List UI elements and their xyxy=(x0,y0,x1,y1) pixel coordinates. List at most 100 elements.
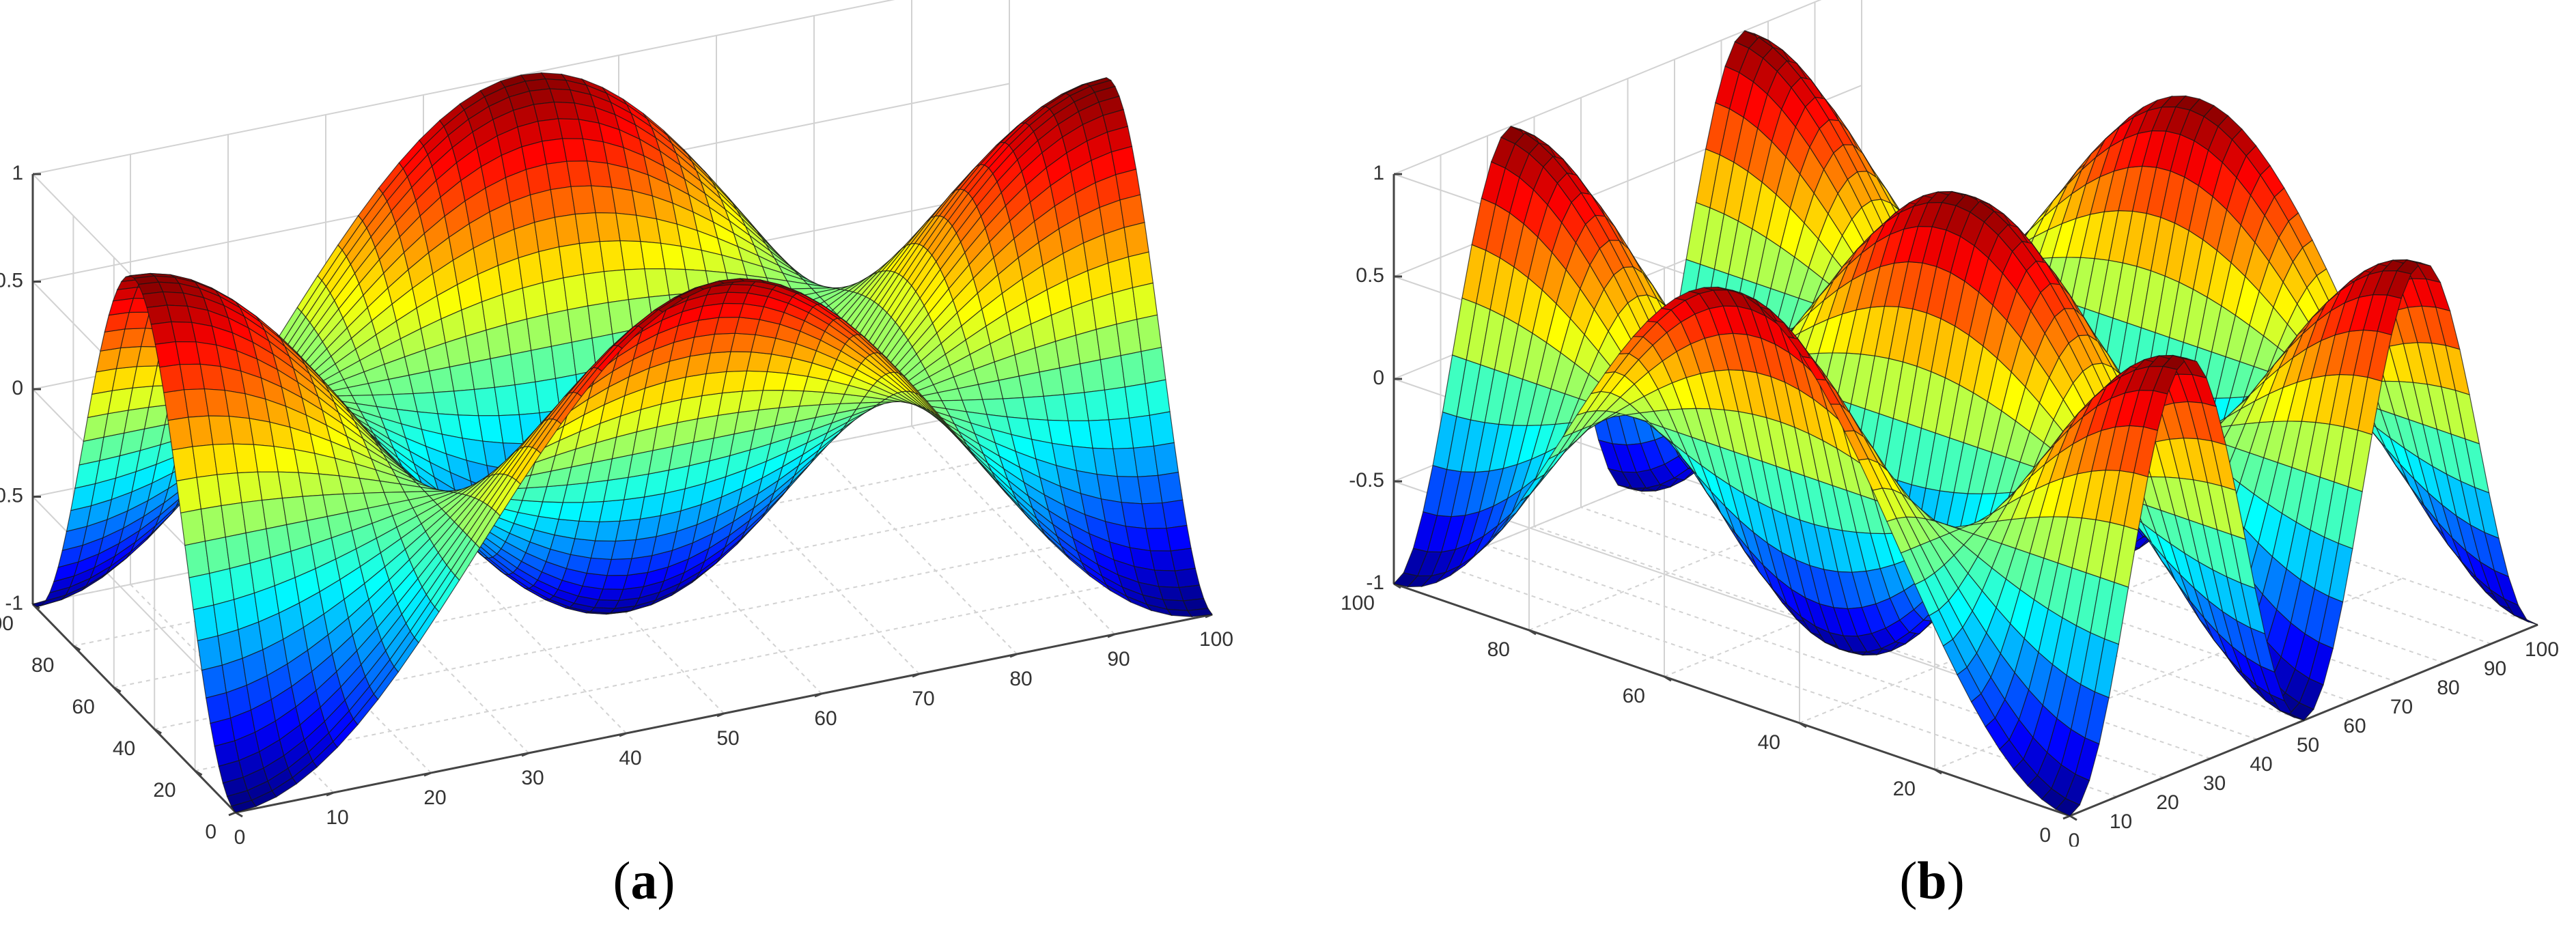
caption-b-label: b xyxy=(1917,851,1947,910)
y-tick-mark xyxy=(1799,722,1807,728)
y-tick-mark xyxy=(113,686,122,693)
surface-patch xyxy=(1132,282,1158,320)
y-tick-mark xyxy=(1664,675,1672,682)
x-tick-label: 100 xyxy=(1199,628,1233,651)
surface-patch xyxy=(1140,347,1166,384)
y-tick-label: 20 xyxy=(153,779,176,802)
surface-patch xyxy=(1186,608,1214,617)
y-axis-line xyxy=(31,603,237,814)
x-tick-mark xyxy=(619,732,627,737)
surface-chart-a: 010203040506070809010002040608010010.50-… xyxy=(0,0,1233,847)
x-tick-label: 90 xyxy=(2484,657,2506,680)
x-tick-mark xyxy=(2483,642,2492,648)
x-tick-mark xyxy=(228,811,236,817)
surface-patch xyxy=(1174,567,1201,589)
y-tick-mark xyxy=(1528,629,1537,636)
x-tick-mark xyxy=(716,712,725,718)
x-tick-label: 30 xyxy=(521,767,544,789)
y-tick-mark xyxy=(2069,815,2077,821)
caption-a-label: a xyxy=(630,851,658,910)
x-tick-label: 0 xyxy=(2069,830,2080,847)
caption-a: (a) xyxy=(0,850,1288,911)
y-tick-label: 60 xyxy=(72,696,94,718)
y-tick-mark xyxy=(72,645,81,651)
surface-patch xyxy=(1119,194,1145,228)
x-tick-mark xyxy=(814,692,822,698)
surface-patch xyxy=(1162,499,1188,529)
y-tick-label: 80 xyxy=(1487,638,1510,661)
tick-labels-1: 010203040506070809010002040608010010.50-… xyxy=(1341,162,2559,847)
surface-patch xyxy=(1128,251,1154,289)
y-tick-label: 100 xyxy=(1341,592,1375,614)
x-tick-mark xyxy=(2296,719,2305,724)
x-tick-mark xyxy=(2156,776,2164,782)
x-tick-mark xyxy=(2437,662,2445,667)
y-tick-label: 60 xyxy=(1623,685,1645,707)
y-tick-label: 0 xyxy=(2039,824,2051,847)
z-tick-label: -1 xyxy=(5,592,23,614)
y-tick-label: 20 xyxy=(1893,778,1916,800)
y-tick-mark xyxy=(154,728,162,735)
x-tick-label: 40 xyxy=(2250,753,2272,776)
surface-chart-b: 010203040506070809010002040608010010.50-… xyxy=(1341,0,2559,847)
floor-gridline xyxy=(813,445,1018,655)
x-tick-label: 80 xyxy=(1009,668,1032,690)
panel-b: 0 10 20 30 40 50 60 70 80 90 100 0 20 40 60 80 100 1 0.5 0-… xyxy=(1288,0,2576,934)
z-tick-label: 0.5 xyxy=(1356,264,1384,287)
x-tick-label: 30 xyxy=(2203,772,2226,795)
x-tick-label: 50 xyxy=(2297,734,2319,756)
surface-patch xyxy=(1158,472,1184,504)
x-tick-mark xyxy=(2250,738,2258,744)
surface-patch xyxy=(1136,314,1162,352)
caption-a-close: ) xyxy=(657,851,675,910)
caption-b-open: ( xyxy=(1899,851,1918,910)
z-tick-label: 0 xyxy=(1373,367,1384,389)
y-tick-mark xyxy=(1934,768,1942,775)
x-tick-mark xyxy=(2530,623,2538,629)
x-tick-label: 10 xyxy=(2110,810,2132,833)
z-tick-label: -0.5 xyxy=(0,484,23,507)
tick-labels-0: 010203040506070809010002040608010010.50-… xyxy=(0,162,1233,847)
x-tick-label: 80 xyxy=(2437,677,2459,699)
x-tick-mark xyxy=(1009,653,1018,658)
y-tick-label: 0 xyxy=(205,821,216,843)
x-tick-label: 60 xyxy=(814,707,837,730)
z-tick-label: -1 xyxy=(1366,571,1384,594)
x-tick-label: 60 xyxy=(2343,715,2366,737)
y-tick-label: 80 xyxy=(31,654,54,677)
surface-patch xyxy=(1153,442,1179,477)
z-tick-label: 1 xyxy=(1373,162,1384,184)
surface-patch xyxy=(1123,222,1149,257)
x-tick-mark xyxy=(326,791,334,797)
x-tick-label: 0 xyxy=(234,826,246,847)
y-tick-label: 100 xyxy=(0,612,14,635)
y-tick-mark xyxy=(235,811,243,818)
surface-0 xyxy=(31,72,1214,813)
surface-1 xyxy=(1392,30,2538,817)
x-tick-label: 90 xyxy=(1107,648,1130,670)
x-tick-mark xyxy=(2109,795,2118,801)
x-tick-mark xyxy=(2343,700,2351,705)
x-tick-label: 20 xyxy=(423,787,446,809)
panel-a: 010203040506070809010002040608010010.50-… xyxy=(0,0,1288,911)
surface-patch xyxy=(2513,614,2538,625)
surface-patch xyxy=(1170,548,1196,571)
surface-patch xyxy=(1145,379,1171,416)
back-wall-gridline xyxy=(1393,0,1822,175)
x-tick-mark xyxy=(521,752,529,757)
z-tick-label: 0 xyxy=(12,377,23,399)
x-tick-mark xyxy=(1107,633,1115,638)
y-axis-line xyxy=(1393,582,2071,817)
x-tick-label: 10 xyxy=(326,806,348,829)
x-tick-label: 50 xyxy=(716,727,739,750)
y-tick-label: 40 xyxy=(113,737,135,760)
x-tick-label: 70 xyxy=(912,688,934,710)
x-tick-mark xyxy=(912,673,920,678)
x-tick-mark xyxy=(423,772,432,777)
x-tick-label: 40 xyxy=(619,747,641,769)
surface-patch xyxy=(1166,524,1192,552)
caption-b: (b) xyxy=(1288,850,2576,911)
x-tick-mark xyxy=(2390,681,2398,686)
z-tick-label: -0.5 xyxy=(1349,469,1384,492)
caption-b-close: ) xyxy=(1946,851,1965,910)
